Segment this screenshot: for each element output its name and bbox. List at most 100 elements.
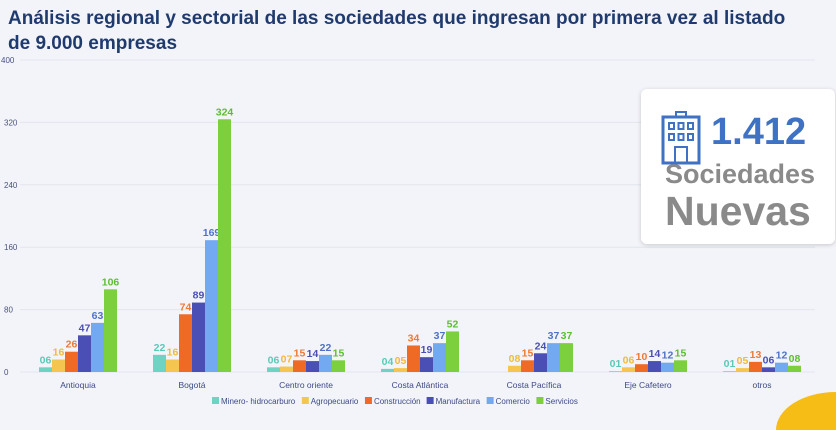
legend-label: Construcción: [374, 397, 421, 406]
data-label: 15: [522, 347, 534, 359]
bar-manufactura: [78, 335, 91, 372]
x-tick-label: Bogotá: [179, 380, 206, 390]
legend-swatch: [536, 397, 544, 404]
bar-servicios: [218, 119, 231, 372]
bar-manufactura: [420, 357, 433, 372]
summary-card: 1.412 Sociedades Nuevas: [641, 89, 835, 244]
bar-comercio: [433, 343, 446, 372]
data-label: 26: [66, 339, 78, 351]
legend-swatch: [212, 397, 219, 404]
bar-manufactura: [762, 367, 775, 372]
data-label: 37: [561, 330, 573, 342]
x-tick-label: Centro oriente: [279, 380, 333, 390]
data-label: 10: [636, 351, 648, 363]
bar-servicios: [788, 365, 801, 372]
bar-agropecuario: [52, 359, 65, 372]
data-label: 15: [294, 347, 306, 359]
page-title: Análisis regional y sectorial de las soc…: [8, 8, 786, 54]
data-label: 14: [649, 348, 661, 360]
y-tick-label: 400: [1, 56, 15, 65]
legend-label: Minero- hidrocarburo: [221, 397, 296, 406]
data-label: 16: [53, 347, 65, 359]
bar-minero-hidrocarburo: [267, 367, 280, 372]
data-label: 12: [776, 350, 788, 362]
bar-servicios: [332, 360, 345, 372]
bar-construcci-n: [521, 360, 534, 372]
bar-comercio: [661, 362, 674, 372]
bar-construcci-n: [635, 364, 648, 372]
card-label-line1: Sociedades: [665, 159, 816, 189]
bar-manufactura: [192, 302, 205, 372]
bar-construcci-n: [407, 345, 420, 372]
data-label: 14: [307, 348, 319, 360]
legend-swatch: [426, 397, 434, 404]
data-label: 37: [548, 330, 560, 342]
y-tick-label: 0: [4, 368, 9, 377]
bar-construcci-n: [65, 351, 78, 372]
data-label: 12: [662, 350, 674, 362]
bar-agropecuario: [166, 359, 179, 372]
data-label: 06: [40, 354, 52, 366]
data-label: 01: [724, 358, 736, 370]
x-tick-label: otros: [753, 380, 772, 390]
bar-manufactura: [534, 353, 547, 372]
bar-construcci-n: [293, 360, 306, 372]
legend-label: Servicios: [545, 397, 577, 406]
data-label: 74: [180, 301, 192, 313]
data-label: 15: [675, 347, 687, 359]
data-label: 15: [333, 347, 345, 359]
data-label: 16: [167, 347, 179, 359]
bar-servicios: [674, 360, 687, 372]
x-tick-label: Eje Cafetero: [624, 380, 672, 390]
data-label: 47: [79, 322, 91, 334]
data-label: 63: [92, 310, 104, 322]
data-label: 106: [102, 276, 120, 288]
data-label: 08: [509, 353, 521, 365]
bar-comercio: [775, 362, 788, 372]
data-label: 89: [193, 290, 205, 302]
data-label: 22: [320, 342, 332, 354]
legend-label: Agropecuario: [311, 397, 359, 406]
legend-label: Comercio: [496, 397, 531, 406]
bar-agropecuario: [508, 365, 521, 372]
bar-comercio: [547, 343, 560, 372]
y-tick-label: 240: [4, 181, 18, 190]
data-label: 07: [281, 354, 293, 366]
legend-label: Manufactura: [436, 397, 481, 406]
legend-swatch: [301, 397, 309, 404]
y-tick-label: 80: [4, 306, 13, 315]
bar-servicios: [104, 289, 117, 372]
bar-minero-hidrocarburo: [39, 367, 52, 372]
data-label: 19: [421, 344, 433, 356]
x-tick-label: Costa Atlántica: [392, 380, 449, 390]
data-label: 04: [382, 356, 394, 368]
y-tick-label: 320: [4, 118, 18, 127]
bar-manufactura: [648, 361, 661, 372]
bar-agropecuario: [280, 366, 293, 372]
bar-construcci-n: [749, 361, 762, 372]
bar-comercio: [205, 240, 218, 372]
bar-construcci-n: [179, 314, 192, 372]
x-tick-label: Antioquia: [60, 380, 96, 390]
bar-comercio: [319, 354, 332, 372]
bar-manufactura: [306, 361, 319, 372]
data-label: 24: [535, 340, 547, 352]
total-value: 1.412: [711, 111, 807, 153]
data-label: 05: [395, 355, 407, 367]
data-label: 34: [408, 332, 420, 344]
card-label-line2: Nuevas: [665, 188, 811, 234]
data-label: 37: [434, 330, 446, 342]
bar-minero-hidrocarburo: [153, 354, 166, 372]
legend-swatch: [364, 397, 372, 404]
data-label: 13: [750, 349, 762, 361]
legend-swatch: [486, 397, 494, 404]
bar-agropecuario: [622, 367, 635, 372]
data-label: 22: [154, 342, 166, 354]
bar-minero-hidrocarburo: [723, 371, 736, 372]
bar-agropecuario: [736, 368, 749, 372]
x-tick-label: Costa Pacífica: [507, 380, 562, 390]
data-label: 324: [216, 106, 234, 118]
data-label: 06: [763, 354, 775, 366]
y-tick-label: 160: [4, 243, 18, 252]
data-label: 05: [737, 355, 749, 367]
